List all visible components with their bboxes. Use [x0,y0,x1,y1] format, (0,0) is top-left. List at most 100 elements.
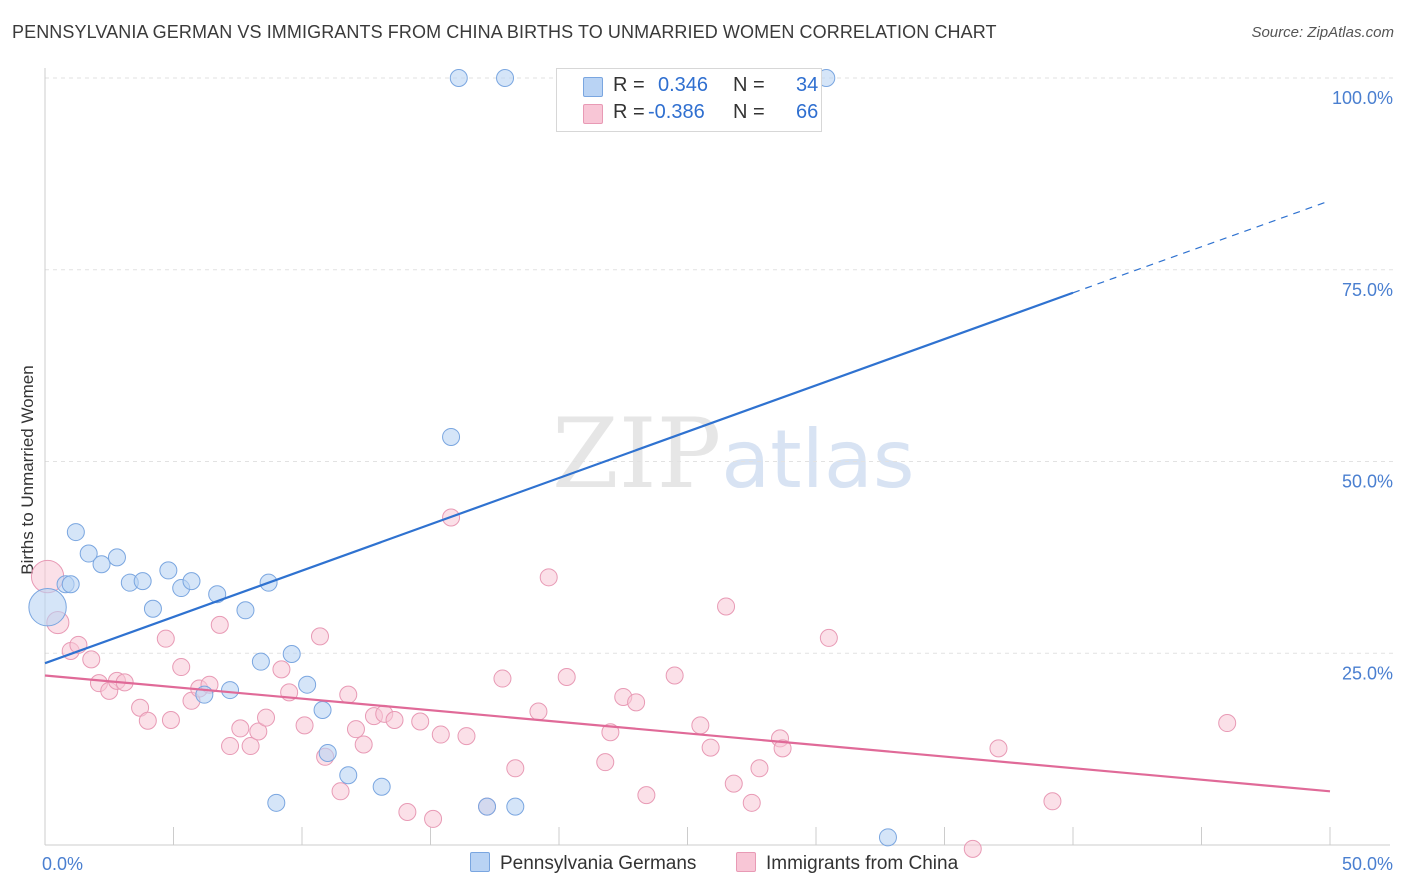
point-immigrants-from-china [424,809,443,828]
point-immigrants-from-china [161,710,180,729]
point-immigrants-from-china [506,759,525,778]
point-immigrants-from-china [963,839,982,858]
point-pennsylvania-germans [478,797,497,816]
chart-title: PENNSYLVANIA GERMAN VS IMMIGRANTS FROM C… [12,22,997,42]
point-immigrants-from-china [272,660,291,679]
point-immigrants-from-china [701,738,720,757]
point-immigrants-from-china [82,650,101,669]
point-pennsylvania-germans [143,599,162,618]
point-pennsylvania-germans [267,793,286,812]
point-pennsylvania-germans [61,575,80,594]
point-pennsylvania-germans [159,561,178,580]
n-value-blue: 34 [796,74,819,96]
legend-item-pennsylvania-germans: Pennsylvania Germans [470,852,696,875]
point-immigrants-from-china [1218,714,1237,733]
point-immigrants-from-china [221,737,240,756]
legend-label-immigrants-from-china: Immigrants from China [766,853,959,874]
trend-line-immigrants-from-china [44,674,1331,793]
point-immigrants-from-china [750,759,769,778]
point-immigrants-from-china [210,615,229,634]
point-pennsylvania-germans [313,701,332,720]
n-label-blue: N = [733,74,765,96]
point-immigrants-from-china [385,710,404,729]
tick-labels: 100.0% 75.0% 50.0% 25.0% 0.0% 50.0% [42,88,1393,874]
point-immigrants-from-china [331,782,350,801]
point-pennsylvania-germans [506,797,525,816]
point-immigrants-from-china [627,693,646,712]
r-value-pink: -0.386 [648,101,705,123]
legend-item-immigrants-from-china: Immigrants from China [736,852,958,875]
x-tick-label-max: 50.0% [1342,854,1393,874]
point-pennsylvania-germans [449,69,468,87]
point-immigrants-from-china [742,793,761,812]
legend-label-pennsylvania-germans: Pennsylvania Germans [500,853,697,874]
point-immigrants-from-china [295,716,314,735]
point-immigrants-from-china [529,702,548,721]
point-immigrants-from-china [557,668,576,687]
point-pennsylvania-germans [221,681,240,700]
point-immigrants-from-china [411,712,430,731]
point-pennsylvania-germans [79,544,98,563]
trend-line-pennsylvania-germans-extension [1072,200,1331,294]
n-value-pink: 66 [796,101,819,123]
point-immigrants-from-china [354,735,373,754]
point-immigrants-from-china [156,629,175,648]
source-label: Source: ZipAtlas.com [1251,24,1394,41]
point-pennsylvania-germans [208,585,227,604]
point-immigrants-from-china [346,720,365,739]
point-pennsylvania-germans [318,743,337,762]
point-pennsylvania-germans [282,645,301,664]
point-immigrants-from-china [138,711,157,730]
watermark: ZIPatlas [552,398,915,510]
point-immigrants-from-china [1043,792,1062,811]
point-immigrants-from-china [819,628,838,647]
point-pennsylvania-germans [251,652,270,671]
point-pennsylvania-germans [92,555,111,574]
point-immigrants-from-china [241,737,260,756]
correlation-legend: R = 0.346 N = 34 R = -0.386 N = 66 [556,68,822,132]
point-immigrants-from-china [637,786,656,805]
r-label-pink: R = [613,101,645,123]
point-immigrants-from-china [773,739,792,758]
x-tick-label-min: 0.0% [42,854,83,874]
trend-line-pennsylvania-germans [44,291,1074,665]
point-immigrants-from-china [431,725,450,744]
point-pennsylvania-germans [298,675,317,694]
grid-lines [45,77,1395,654]
point-immigrants-from-china [249,722,268,741]
series-immigrants-from-china-points [30,508,1237,858]
blue-swatch [583,77,603,97]
watermark-zip: ZIP [552,398,722,510]
watermark-atlas: atlas [721,413,915,506]
point-immigrants-from-china [231,719,250,738]
point-immigrants-from-china [601,723,620,742]
point-pennsylvania-germans [107,548,126,567]
point-pennsylvania-germans [28,588,67,627]
point-immigrants-from-china [989,739,1008,758]
point-immigrants-from-china [310,627,329,646]
point-pennsylvania-germans [133,572,152,591]
point-pennsylvania-germans [66,523,85,542]
point-pennsylvania-germans [339,766,358,785]
r-label-blue: R = [613,74,645,96]
legend-swatch-pink [736,852,756,872]
y-tick-label: 75.0% [1342,280,1393,300]
point-pennsylvania-germans [878,828,897,847]
point-pennsylvania-germans [442,427,461,446]
legend-swatch-blue [470,852,490,872]
point-immigrants-from-china [339,685,358,704]
pink-swatch [583,104,603,124]
point-pennsylvania-germans [236,601,255,620]
n-label-pink: N = [733,101,765,123]
point-immigrants-from-china [691,716,710,735]
series-pennsylvania-germans-points [28,69,897,847]
point-immigrants-from-china [457,727,476,746]
point-immigrants-from-china [398,803,417,822]
trend-lines [44,200,1331,793]
y-tick-label: 25.0% [1342,663,1393,683]
y-tick-label: 50.0% [1342,472,1393,492]
r-value-blue: 0.346 [658,74,709,96]
point-immigrants-from-china [665,666,684,685]
axes [44,68,1390,846]
